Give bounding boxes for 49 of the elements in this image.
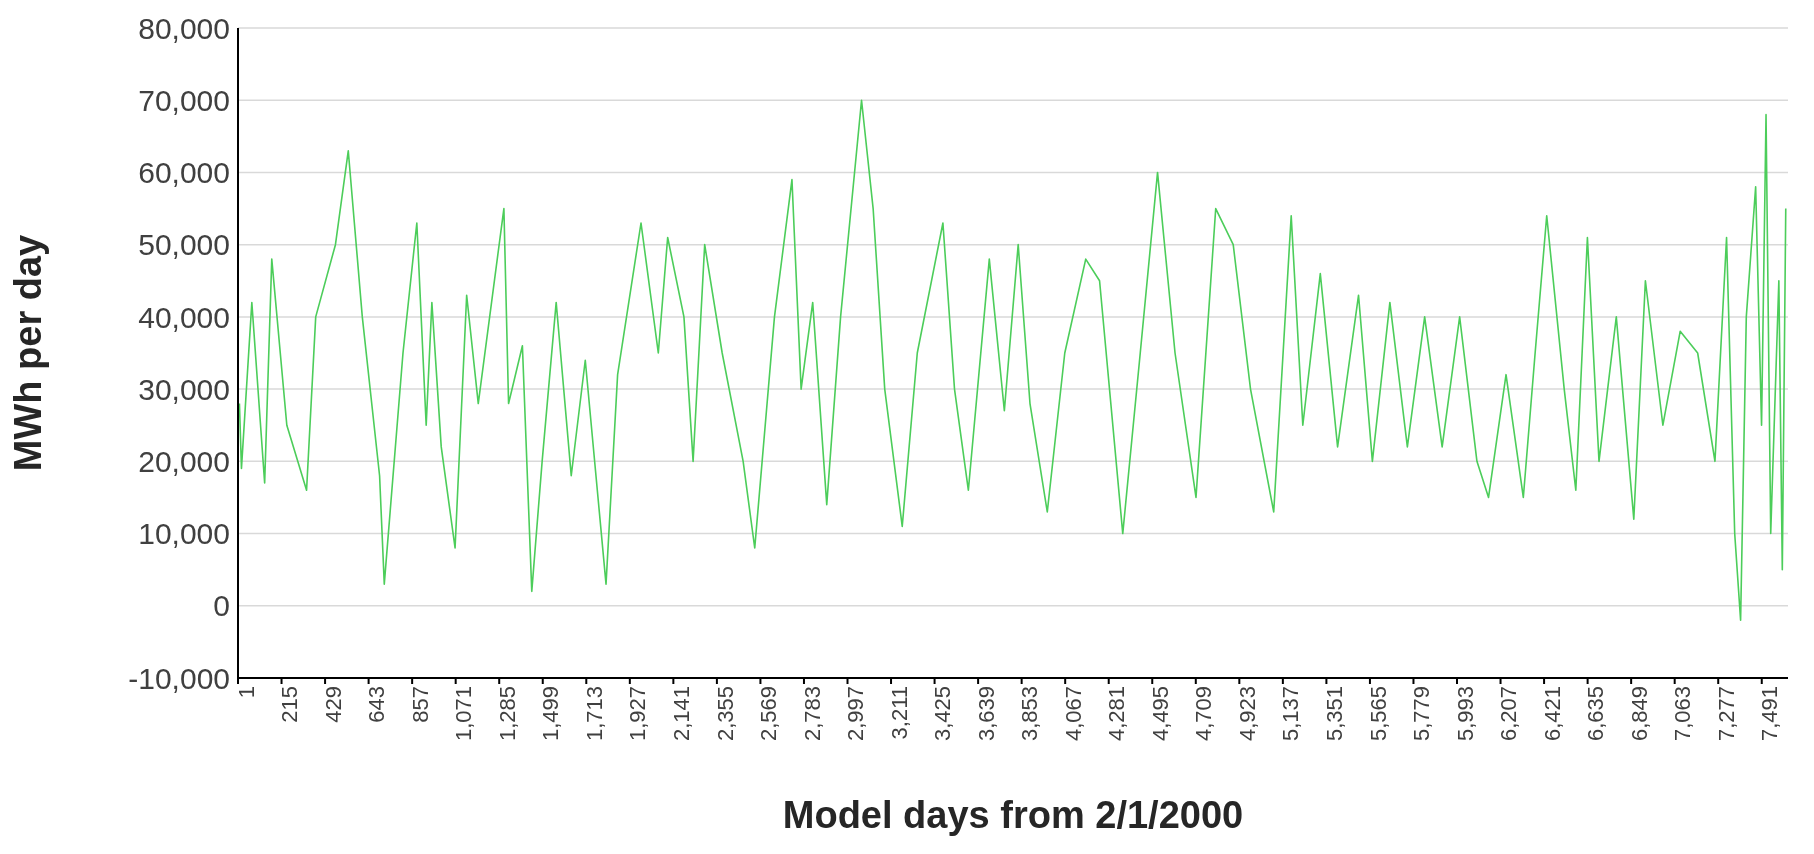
x-tick-label: 6,635	[1583, 686, 1609, 742]
x-tick-label: 6,849	[1626, 686, 1652, 742]
x-axis-title: Model days from 2/1/2000	[782, 794, 1244, 836]
x-tick-label: 5,565	[1365, 686, 1391, 742]
y-tick-label: 30,000	[138, 372, 230, 406]
x-tick-label: 2,355	[712, 686, 738, 742]
x-tick-label: 1,285	[494, 686, 520, 742]
x-tick-label: 5,137	[1278, 686, 1304, 742]
x-tick-label: 5,993	[1452, 686, 1478, 742]
x-tick-label: 6,207	[1496, 686, 1522, 742]
x-tick-label: 1,927	[625, 686, 651, 742]
y-tick-label: 70,000	[138, 83, 230, 117]
x-tick-label: 4,495	[1147, 686, 1173, 742]
x-tick-label: 4,281	[1104, 686, 1130, 742]
x-tick-label: 1	[233, 686, 259, 699]
y-tick-label: 10,000	[138, 517, 230, 551]
x-tick-label: 2,141	[668, 686, 694, 742]
x-tick-label: 2,997	[843, 686, 869, 742]
x-tick-label: 6,421	[1539, 686, 1565, 742]
y-axis-title: MWh per day	[7, 234, 50, 472]
y-tick-label: 80,000	[138, 11, 230, 45]
x-tick-label: 1,499	[538, 686, 564, 742]
line-series	[238, 99, 1787, 622]
y-tick-label: 0	[213, 589, 230, 623]
x-tick-label: 3,639	[973, 686, 999, 742]
x-tick-label: 5,351	[1322, 686, 1348, 742]
y-tick-label: 40,000	[138, 300, 230, 334]
x-tick-label: 4,923	[1234, 686, 1260, 742]
x-tick-label: 3,425	[930, 686, 956, 742]
x-tick-label: 1,713	[581, 686, 607, 742]
x-tick-label: 4,709	[1191, 686, 1217, 742]
x-tick-label: 4,067	[1060, 686, 1086, 742]
x-tick-label: 643	[364, 686, 390, 723]
x-tick-label: 7,063	[1670, 686, 1696, 742]
x-tick-label: 1,071	[451, 686, 477, 742]
x-tick-label: 2,569	[756, 686, 782, 742]
y-tick-label: 50,000	[138, 228, 230, 262]
x-tick-label: 429	[320, 686, 346, 723]
y-tick-label: -10,000	[128, 661, 230, 695]
x-tick-label: 7,277	[1713, 686, 1739, 742]
y-tick-label: 60,000	[138, 156, 230, 190]
x-tick-label: 3,211	[886, 686, 912, 740]
x-tick-label: 2,783	[799, 686, 825, 742]
x-tick-label: 215	[277, 686, 303, 723]
y-tick-label: 20,000	[138, 444, 230, 478]
x-tick-label: 857	[407, 686, 433, 723]
x-tick-label: 7,491	[1757, 686, 1783, 742]
x-tick-label: 3,853	[1017, 686, 1043, 742]
x-tick-label: 5,779	[1409, 686, 1435, 742]
